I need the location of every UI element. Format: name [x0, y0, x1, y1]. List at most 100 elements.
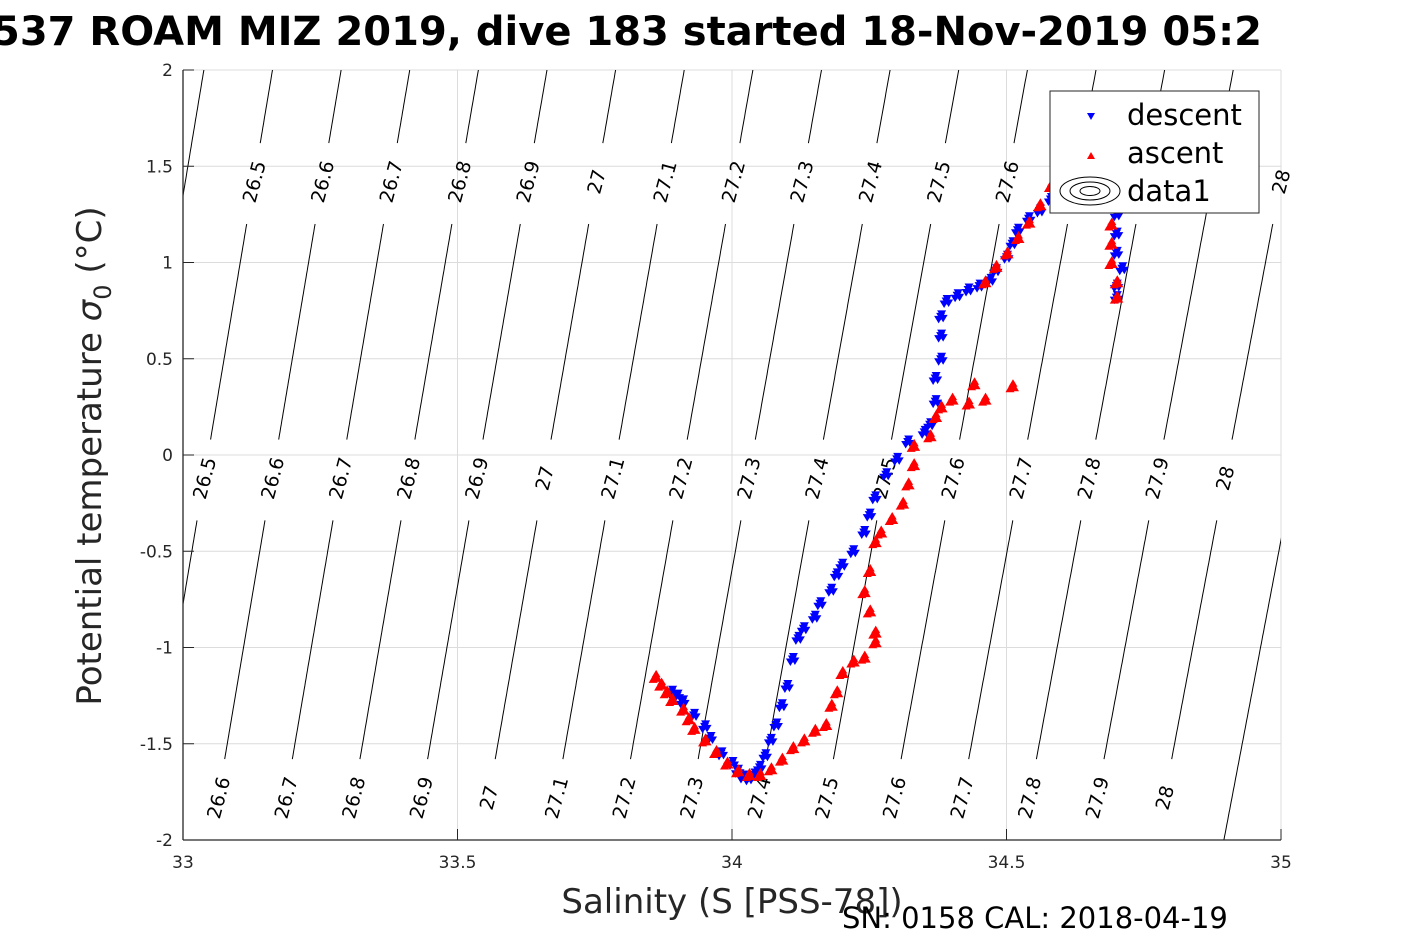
descent-point	[890, 458, 900, 466]
isopycnal-line	[278, 223, 316, 440]
ascent-point	[662, 685, 672, 693]
x-tick-label: 33	[172, 853, 194, 873]
ascent-point	[862, 609, 872, 618]
isopycnal-line	[224, 520, 266, 760]
ascent-point	[654, 683, 664, 691]
contour-label: 27.6	[879, 775, 911, 822]
descent-point	[706, 731, 716, 740]
descent-point	[917, 431, 927, 439]
isopycnal-line	[1013, 70, 1028, 144]
isopycnal-line	[807, 70, 822, 144]
contour-label: 27.5	[811, 775, 843, 822]
ascent-point	[651, 669, 661, 678]
isopycnal-line	[832, 520, 878, 760]
descent-point	[780, 685, 790, 693]
descent-point	[698, 725, 708, 734]
descent-point	[879, 473, 889, 482]
descent-point	[901, 441, 911, 449]
ascent-point	[1005, 384, 1015, 393]
descent-point	[931, 372, 941, 380]
contour-label: 27.4	[855, 159, 887, 206]
descent-point	[774, 704, 784, 713]
ascent-point	[796, 738, 806, 747]
isopycnal-line	[562, 520, 606, 760]
contour-label: 27	[476, 783, 504, 812]
ascent-point	[741, 773, 751, 782]
ascent-point	[868, 631, 878, 639]
descent-point	[1115, 267, 1125, 276]
descent-point	[783, 680, 793, 688]
ascent-point	[923, 434, 933, 443]
descent-point	[882, 468, 892, 476]
ascent-point	[730, 769, 740, 778]
ascent-point	[961, 402, 971, 410]
descent-point	[755, 760, 765, 769]
y-tick-label: 1.5	[146, 157, 173, 177]
isopycnal-line	[602, 70, 617, 144]
ascent-point	[766, 762, 776, 770]
ascent-point	[744, 768, 754, 776]
ascent-point	[895, 502, 905, 510]
isopycnal-line	[968, 520, 1014, 760]
contour-label: 27.7	[1005, 455, 1037, 502]
isopycnal-line	[533, 70, 548, 144]
descent-point	[846, 550, 856, 559]
ascent-point	[901, 482, 911, 491]
contour-label: 28	[1152, 783, 1180, 812]
contour-label: 26.8	[393, 455, 425, 502]
isopycnal-line	[630, 520, 674, 760]
ascent-point	[873, 531, 883, 539]
descent-point	[761, 749, 771, 757]
ascent-point	[898, 496, 908, 505]
descent-point	[690, 708, 700, 717]
ascent-point	[1013, 230, 1023, 239]
ascent-point	[665, 698, 675, 706]
ascent-point	[1104, 261, 1114, 269]
ascent-point	[860, 650, 870, 659]
descent-point	[934, 315, 944, 324]
contour-label: 26.8	[338, 775, 370, 822]
ascent-point	[1024, 215, 1034, 224]
ascent-point	[824, 704, 834, 712]
ascent-point	[928, 415, 938, 423]
isopycnal-line	[754, 223, 795, 440]
ascent-point	[871, 535, 881, 543]
ascent-point	[752, 773, 762, 782]
ascent-point	[1112, 290, 1122, 299]
isopycnal-line	[1095, 223, 1137, 440]
contour-label: 26.6	[203, 775, 235, 822]
ascent-point	[906, 444, 916, 452]
ascent-point	[832, 685, 842, 693]
contour-label: 27.6	[992, 159, 1024, 206]
contour-label: 26.6	[307, 159, 339, 206]
descent-point	[964, 283, 974, 291]
isopycnal-line	[1171, 520, 1218, 760]
ascent-point	[906, 463, 916, 472]
ascent-point	[948, 392, 958, 401]
isopycnal-line	[1300, 70, 1370, 440]
isopycnal-line	[670, 70, 685, 144]
isopycnal-line	[1027, 223, 1068, 440]
ascent-point	[774, 758, 784, 766]
descent-point	[871, 491, 881, 499]
isopycnal-line	[482, 223, 521, 440]
ascent-point	[964, 396, 974, 405]
ascent-point	[799, 733, 809, 741]
isopycnal-line	[686, 223, 726, 440]
descent-point	[728, 757, 738, 765]
ascent-point	[857, 590, 867, 599]
descent-point	[717, 747, 727, 755]
x-tick-label: 35	[1270, 853, 1292, 873]
ascent-point	[978, 280, 988, 289]
contour-label: 27.9	[1142, 455, 1174, 502]
contour-label: 27.2	[665, 455, 697, 502]
contour-label: 27.8	[1074, 455, 1106, 502]
descent-point	[791, 637, 801, 645]
ascent-point	[909, 458, 919, 466]
ascent-point	[684, 712, 694, 720]
legend: descent ascent data1	[1049, 90, 1260, 214]
descent-point	[857, 531, 867, 539]
descent-point	[1032, 210, 1042, 218]
ascent-point	[970, 377, 980, 385]
